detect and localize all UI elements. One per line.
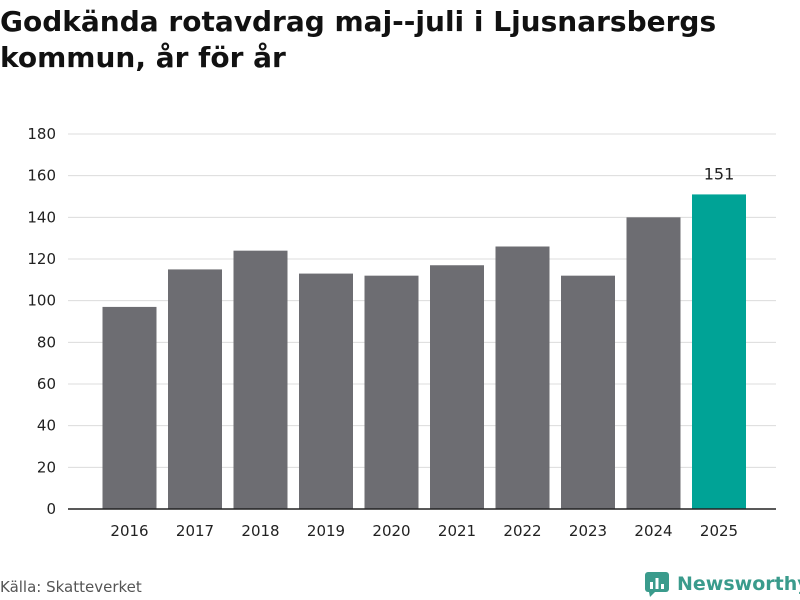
x-tick-label: 2025 — [700, 522, 738, 540]
bar-2020 — [364, 275, 419, 509]
y-tick-label: 120 — [27, 250, 56, 268]
y-tick-label: 100 — [27, 292, 56, 310]
bar-2018 — [233, 250, 288, 509]
bar-2021 — [430, 265, 484, 509]
y-tick-label: 140 — [27, 208, 56, 226]
newsworthy-logo-icon — [645, 572, 669, 597]
y-tick-label: 20 — [37, 458, 56, 476]
bar-2025 — [692, 194, 746, 509]
x-tick-label: 2023 — [569, 522, 607, 540]
x-tick-label: 2017 — [176, 522, 214, 540]
brand-name: Newsworthy — [677, 573, 800, 595]
bars — [102, 194, 746, 510]
x-axis-ticks: 2016 2017 2018 2019 2020 2021 2022 2023 2024 2025 — [110, 522, 738, 540]
data-label: 151 — [704, 164, 735, 183]
bar-2017 — [168, 269, 222, 509]
y-tick-label: 160 — [27, 167, 56, 185]
brand-logo: Newsworthy — [644, 568, 800, 600]
x-tick-label: 2016 — [110, 522, 148, 540]
bar-2024 — [626, 217, 681, 510]
x-tick-label: 2019 — [307, 522, 345, 540]
x-tick-label: 2018 — [241, 522, 279, 540]
y-tick-label: 0 — [46, 500, 56, 518]
source-note: Källa: Skatteverket — [0, 578, 142, 596]
y-tick-label: 80 — [37, 333, 56, 351]
chart-title: Godkända rotavdrag maj--juli i Ljusnarsb… — [0, 5, 717, 74]
x-tick-label: 2021 — [438, 522, 476, 540]
bar-2016 — [102, 306, 157, 509]
y-tick-label: 40 — [37, 417, 56, 435]
x-tick-label: 2020 — [372, 522, 410, 540]
y-tick-label: 60 — [37, 375, 56, 393]
bar-2019 — [299, 273, 353, 509]
y-tick-label: 180 — [27, 125, 56, 143]
x-tick-label: 2024 — [634, 522, 672, 540]
bar-2022 — [495, 246, 550, 509]
bar-2023 — [561, 275, 615, 509]
x-tick-label: 2022 — [503, 522, 541, 540]
y-axis-ticks: 0 20 40 60 80 100 120 140 160 180 — [27, 125, 56, 518]
data-labels: 151 — [704, 164, 735, 183]
